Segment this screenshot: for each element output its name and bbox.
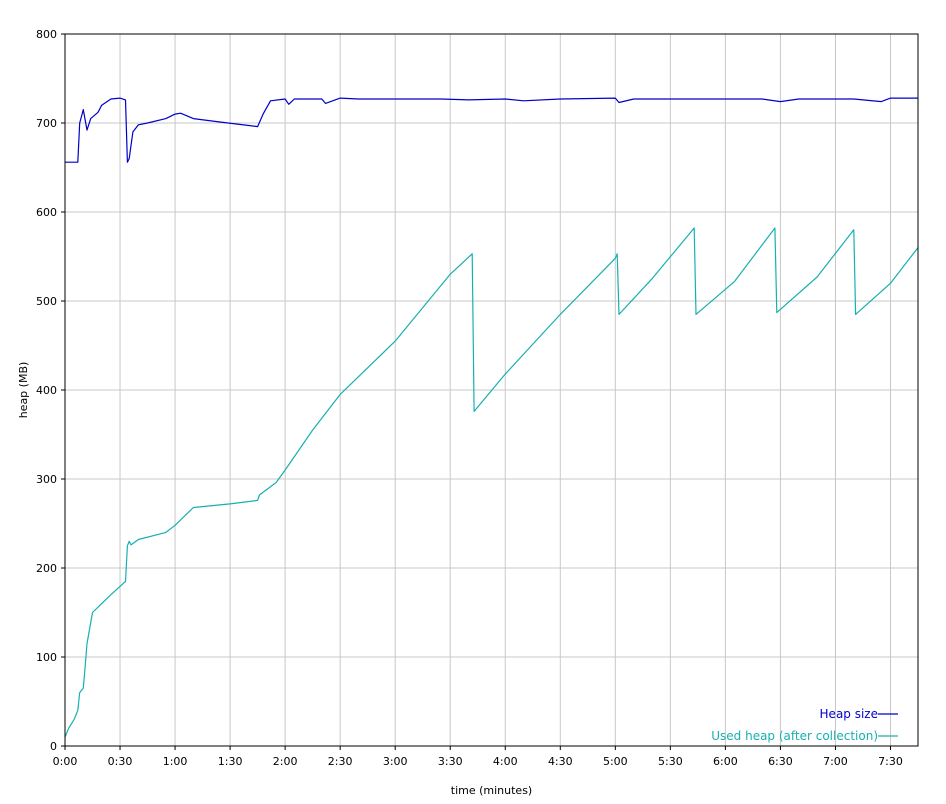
y-tick-label: 700 bbox=[36, 117, 57, 130]
x-tick-label: 0:00 bbox=[53, 755, 78, 768]
series-line-1 bbox=[64, 227, 919, 738]
x-tick-label: 3:30 bbox=[438, 755, 463, 768]
y-tick-label: 800 bbox=[36, 28, 57, 41]
x-tick-label: 7:30 bbox=[878, 755, 903, 768]
y-tick-label: 400 bbox=[36, 384, 57, 397]
y-tick-label: 600 bbox=[36, 206, 57, 219]
y-tick-label: 200 bbox=[36, 562, 57, 575]
legend-label-0: Heap size bbox=[820, 707, 878, 721]
legend-label-1: Used heap (after collection) bbox=[711, 729, 878, 743]
y-tick-label: 100 bbox=[36, 651, 57, 664]
x-tick-label: 6:00 bbox=[713, 755, 738, 768]
grid-lines bbox=[64, 33, 918, 747]
x-tick-label: 1:30 bbox=[218, 755, 243, 768]
x-tick-label: 4:00 bbox=[493, 755, 518, 768]
y-axis-ticks: 0 100 200 300 400 500 600 700 800 bbox=[36, 28, 65, 753]
legend: Heap size Used heap (after collection) bbox=[711, 707, 898, 743]
x-tick-label: 5:30 bbox=[658, 755, 683, 768]
y-tick-label: 300 bbox=[36, 473, 57, 486]
series-line-0 bbox=[65, 97, 918, 163]
x-tick-label: 6:30 bbox=[768, 755, 793, 768]
x-tick-label: 1:00 bbox=[163, 755, 188, 768]
y-axis-title: heap (MB) bbox=[17, 362, 30, 419]
y-tick-label: 0 bbox=[50, 740, 57, 753]
x-tick-label: 4:30 bbox=[548, 755, 573, 768]
x-tick-label: 5:00 bbox=[603, 755, 628, 768]
x-axis-title: time (minutes) bbox=[451, 784, 532, 797]
x-tick-label: 7:00 bbox=[823, 755, 848, 768]
x-tick-label: 0:30 bbox=[108, 755, 133, 768]
y-tick-label: 500 bbox=[36, 295, 57, 308]
x-tick-label: 3:00 bbox=[383, 755, 408, 768]
series-layer bbox=[64, 97, 919, 738]
x-axis-ticks: 0:00 0:30 1:00 1:30 2:00 2:30 3:00 3:30 4:00 4:30… bbox=[53, 746, 903, 768]
x-tick-label: 2:00 bbox=[273, 755, 298, 768]
x-tick-label: 2:30 bbox=[328, 755, 353, 768]
